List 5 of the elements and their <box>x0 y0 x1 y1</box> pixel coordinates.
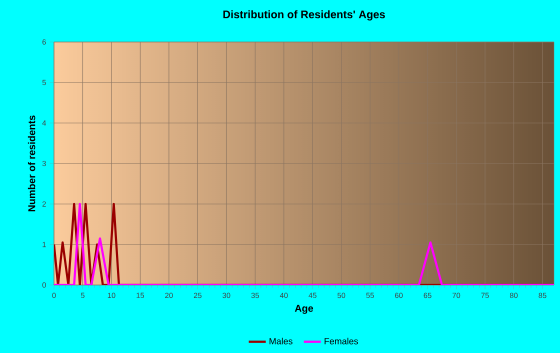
legend-label: Males <box>270 338 292 344</box>
chart-title: Distribution of Residents' Ages <box>223 10 385 21</box>
x-axis-title: Age <box>294 304 314 314</box>
y-axis-title: Number of residents <box>28 115 36 212</box>
legend-label: Females <box>324 338 358 344</box>
